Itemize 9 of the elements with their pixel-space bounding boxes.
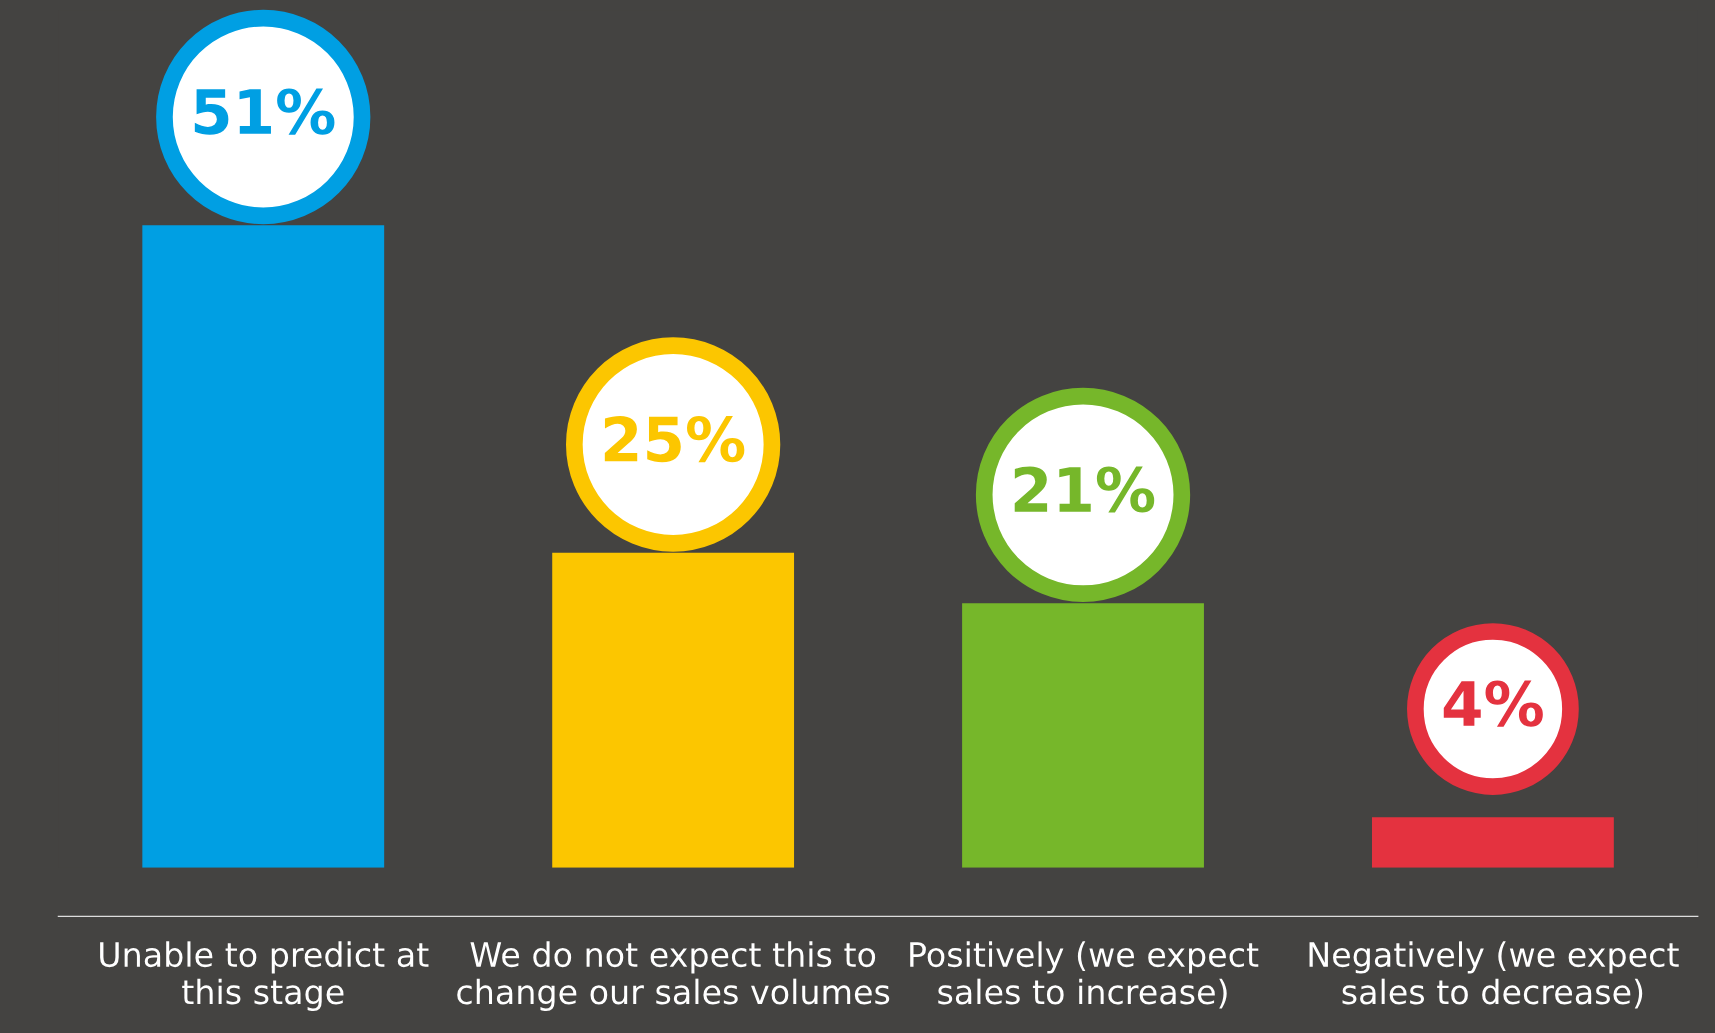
x-tick-label: Negatively (we expect sales to decrease) bbox=[1309, 941, 1679, 1009]
x-tick-label: Positively (we expect sales to increase) bbox=[910, 941, 1259, 1009]
x-tick-label: Unable to predict at this stage bbox=[100, 941, 429, 1011]
x-tick-label: We do not expect this to change our sales volumes bbox=[457, 941, 890, 1011]
data-label: 51% bbox=[194, 88, 335, 135]
data-label: 21% bbox=[1014, 466, 1155, 513]
data-label: 4% bbox=[1443, 680, 1543, 727]
bar bbox=[1371, 817, 1614, 868]
data-label: 25% bbox=[604, 416, 745, 463]
